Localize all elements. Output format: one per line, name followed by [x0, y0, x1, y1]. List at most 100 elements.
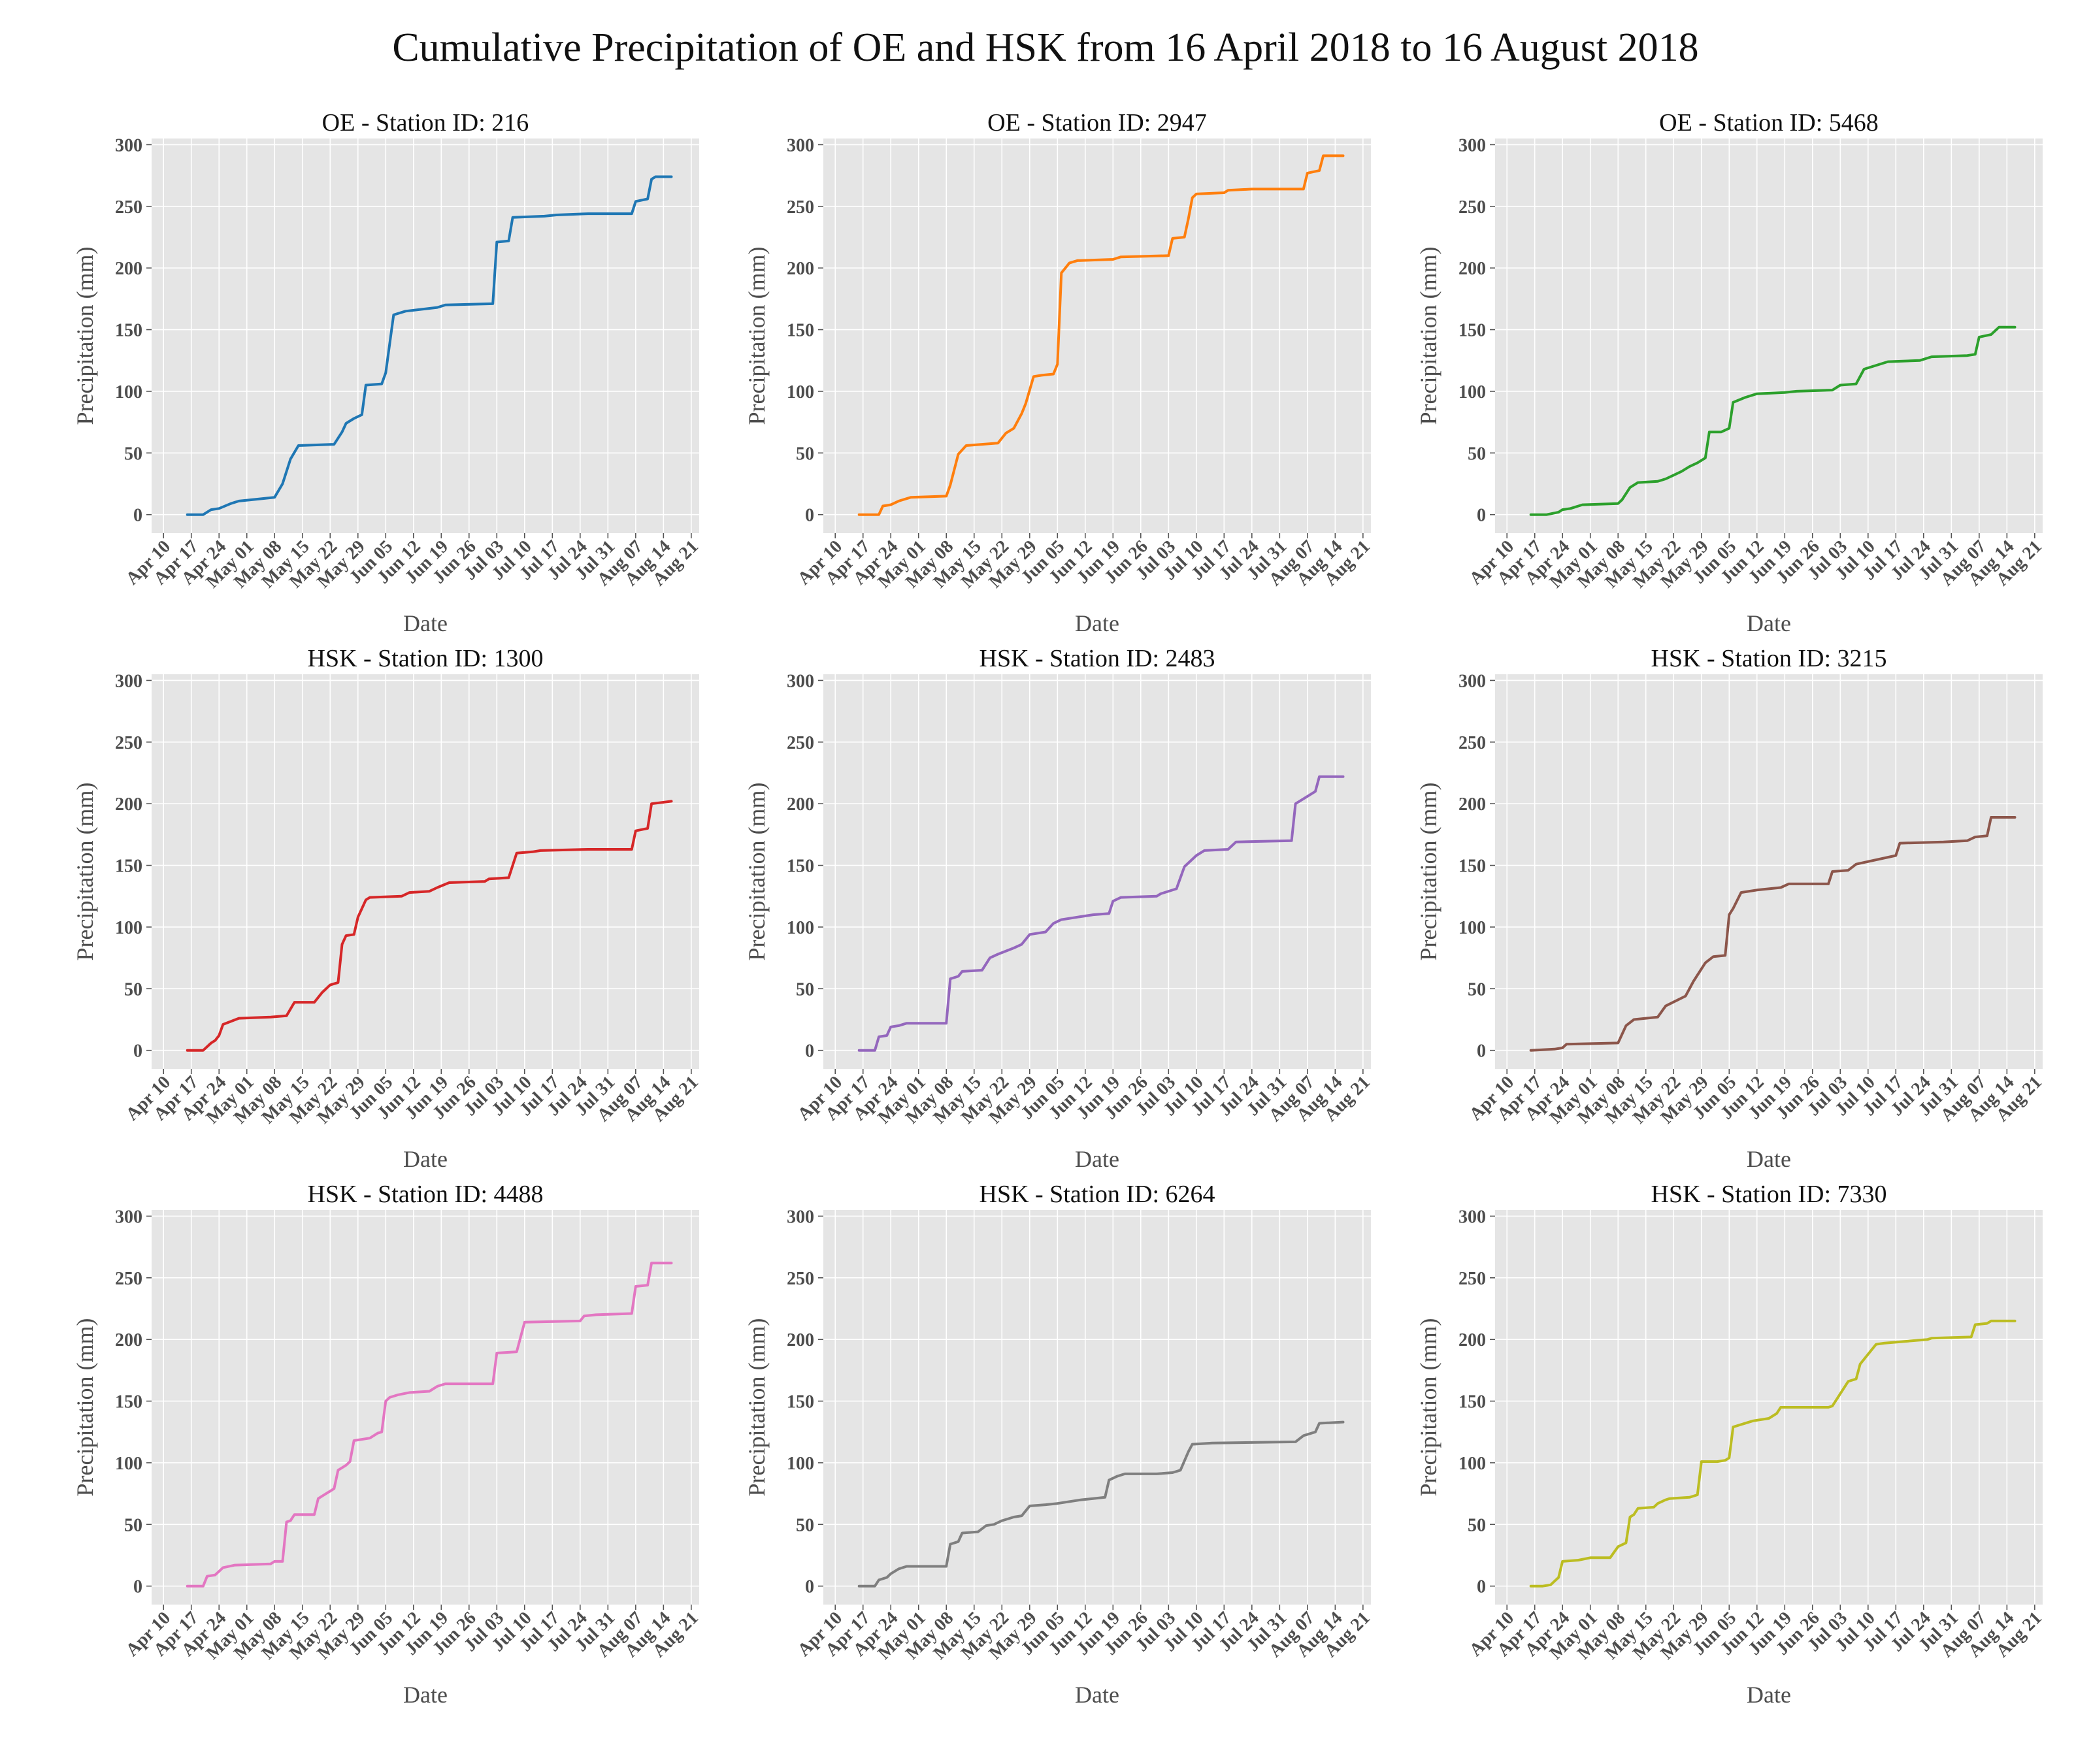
- subplot-title: OE - Station ID: 216: [322, 109, 529, 137]
- subplot-title: HSK - Station ID: 4488: [308, 1181, 544, 1208]
- series-line: [857, 775, 1345, 1052]
- y-tick-label: 100: [115, 1454, 142, 1474]
- x-axis-label: Date: [403, 1146, 448, 1172]
- y-axis-label: Precipitation (mm): [744, 1318, 770, 1497]
- series-line: [1529, 1319, 2017, 1588]
- y-tick-label: 0: [133, 506, 142, 526]
- y-tick-label: 100: [1458, 382, 1486, 402]
- series-line: [1529, 325, 2017, 516]
- subplot-title: HSK - Station ID: 2483: [980, 645, 1215, 672]
- y-tick-label: 0: [1477, 1577, 1486, 1597]
- y-tick-label: 200: [1458, 1330, 1486, 1350]
- y-tick-label: 50: [1468, 1515, 1486, 1535]
- plot-area: [152, 674, 699, 1069]
- y-tick-label: 200: [115, 1330, 142, 1350]
- x-axis-label: Date: [1747, 1682, 1791, 1708]
- x-axis-label: Date: [1747, 1146, 1791, 1172]
- y-tick-label: 200: [787, 794, 814, 815]
- y-tick-label: 250: [115, 197, 142, 218]
- y-tick-label: 150: [115, 857, 142, 877]
- x-axis-label: Date: [1075, 1682, 1119, 1708]
- y-tick-label: 150: [1458, 1392, 1486, 1413]
- plot-area: [1495, 674, 2043, 1069]
- y-tick-label: 300: [1458, 671, 1486, 691]
- y-tick-label: 250: [115, 733, 142, 753]
- y-tick-label: 150: [1458, 321, 1486, 341]
- plot-area: [1495, 139, 2043, 533]
- y-tick-label: 50: [796, 444, 814, 464]
- x-axis-label: Date: [1075, 1146, 1119, 1172]
- x-axis-label: Date: [403, 1682, 448, 1708]
- y-tick-label: 150: [1458, 857, 1486, 877]
- series-line: [857, 1420, 1345, 1588]
- y-tick-label: 300: [787, 1207, 814, 1227]
- y-tick-label: 100: [115, 382, 142, 402]
- y-tick-label: 0: [133, 1577, 142, 1597]
- y-tick-label: 100: [1458, 1454, 1486, 1474]
- y-tick-label: 250: [787, 1269, 814, 1289]
- y-tick-label: 200: [1458, 259, 1486, 279]
- y-axis-label: Precipitation (mm): [1415, 1318, 1441, 1497]
- y-tick-label: 250: [1458, 197, 1486, 218]
- y-tick-label: 300: [115, 671, 142, 691]
- plot-area: [823, 139, 1371, 533]
- y-axis-label: Precipitation (mm): [72, 783, 98, 961]
- subplot-6: HSK - Station ID: 3215 0 50 100 150 200 250 300…: [1415, 645, 2046, 1172]
- y-tick-label: 50: [124, 444, 142, 464]
- y-tick-label: 250: [115, 1269, 142, 1289]
- y-tick-label: 100: [787, 918, 814, 938]
- y-tick-label: 50: [796, 979, 814, 1000]
- y-tick-label: 300: [1458, 1207, 1486, 1227]
- y-tick-label: 200: [1458, 794, 1486, 815]
- y-axis-label: Precipitation (mm): [1415, 783, 1441, 961]
- y-tick-label: 150: [787, 321, 814, 341]
- y-axis-label: Precipitation (mm): [744, 247, 770, 425]
- subplot-3: OE - Station ID: 5468050100150200250300A…: [1415, 109, 2046, 636]
- plot-area: [152, 139, 699, 533]
- plot-area: [823, 1210, 1371, 1605]
- series-line: [186, 175, 673, 516]
- subplot-title: OE - Station ID: 2947: [987, 109, 1207, 137]
- series-line: [186, 800, 673, 1052]
- subplot-4: HSK - Station ID: 1300 0 50 100 150 200 250 300…: [72, 645, 702, 1172]
- y-tick-label: 250: [1458, 1269, 1486, 1289]
- y-tick-label: 0: [1477, 506, 1486, 526]
- series-line: [857, 154, 1345, 516]
- y-tick-label: 50: [1468, 979, 1486, 1000]
- y-tick-label: 300: [787, 671, 814, 691]
- y-tick-label: 200: [787, 259, 814, 279]
- y-axis-label: Precipitation (mm): [1415, 247, 1441, 425]
- y-tick-label: 50: [1468, 444, 1486, 464]
- y-tick-label: 150: [115, 321, 142, 341]
- y-tick-label: 250: [787, 733, 814, 753]
- subplot-9: HSK - Station ID: 7330 0 50 100 150 200 250 300…: [1415, 1181, 2046, 1708]
- y-axis-label: Precipitation (mm): [72, 1318, 98, 1497]
- y-tick-label: 0: [805, 1041, 814, 1062]
- subplot-title: HSK - Station ID: 1300: [308, 645, 544, 672]
- y-tick-label: 0: [1477, 1041, 1486, 1062]
- y-tick-label: 50: [124, 1515, 142, 1535]
- y-tick-label: 150: [115, 1392, 142, 1413]
- plot-area: [152, 1210, 699, 1605]
- subplot-title: HSK - Station ID: 7330: [1651, 1181, 1887, 1208]
- y-tick-label: 300: [1458, 135, 1486, 155]
- y-tick-label: 150: [787, 1392, 814, 1413]
- x-axis-label: Date: [403, 610, 448, 636]
- y-tick-label: 50: [796, 1515, 814, 1535]
- y-tick-label: 100: [1458, 918, 1486, 938]
- series-line: [186, 1262, 673, 1588]
- y-axis-label: Precipitation (mm): [72, 247, 98, 425]
- subplot-title: HSK - Station ID: 3215: [1651, 645, 1887, 672]
- y-tick-label: 50: [124, 979, 142, 1000]
- series-line: [1529, 816, 2017, 1052]
- y-tick-label: 100: [787, 382, 814, 402]
- y-tick-label: 100: [787, 1454, 814, 1474]
- y-tick-label: 0: [805, 506, 814, 526]
- subplot-title: OE - Station ID: 5468: [1659, 109, 1879, 137]
- y-tick-label: 250: [787, 197, 814, 218]
- y-tick-label: 200: [115, 794, 142, 815]
- subplot-8: HSK - Station ID: 6264 0 50 100 150 200 250 300…: [744, 1181, 1374, 1708]
- y-tick-label: 150: [787, 857, 814, 877]
- x-axis-label: Date: [1075, 610, 1119, 636]
- y-tick-label: 0: [133, 1041, 142, 1062]
